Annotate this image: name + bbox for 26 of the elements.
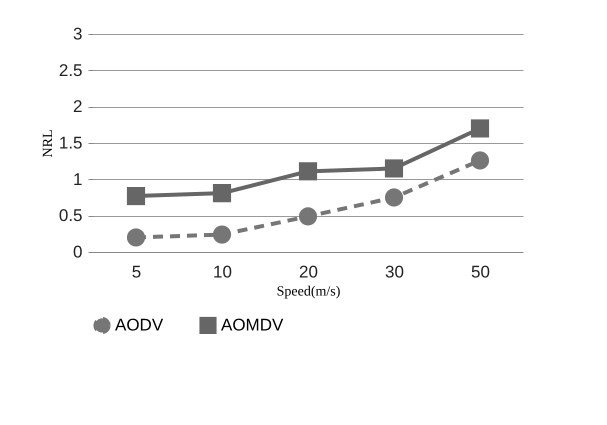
x-tick-label: 5 <box>132 262 142 282</box>
point <box>212 184 232 202</box>
x-tick-label: 50 <box>471 262 490 282</box>
y-tick-label: 2.5 <box>58 60 82 80</box>
legend-label: AODV <box>115 315 164 334</box>
point <box>126 228 146 247</box>
y-tick-label: 1.5 <box>58 134 82 152</box>
point <box>212 225 232 244</box>
point <box>298 207 318 226</box>
x-tick-label: 10 <box>213 262 232 282</box>
y-tick-label: 3 <box>73 24 82 44</box>
y-tick-label: 0.5 <box>58 206 82 226</box>
x-tick-label: 30 <box>385 262 404 282</box>
point <box>384 159 404 178</box>
point <box>298 162 318 180</box>
point <box>470 151 490 170</box>
point <box>126 186 146 206</box>
x-tick-label: 20 <box>299 262 318 282</box>
y-tick-label: 2 <box>73 97 82 116</box>
y-axis-title: NRL <box>40 130 56 158</box>
y-tick-label: 0 <box>73 242 82 262</box>
x-axis-title: Speed(m/s) <box>276 284 341 300</box>
point <box>470 119 490 138</box>
y-tick-label: 1 <box>73 170 82 189</box>
point <box>384 188 404 207</box>
legend-label: AOMDV <box>221 315 284 334</box>
